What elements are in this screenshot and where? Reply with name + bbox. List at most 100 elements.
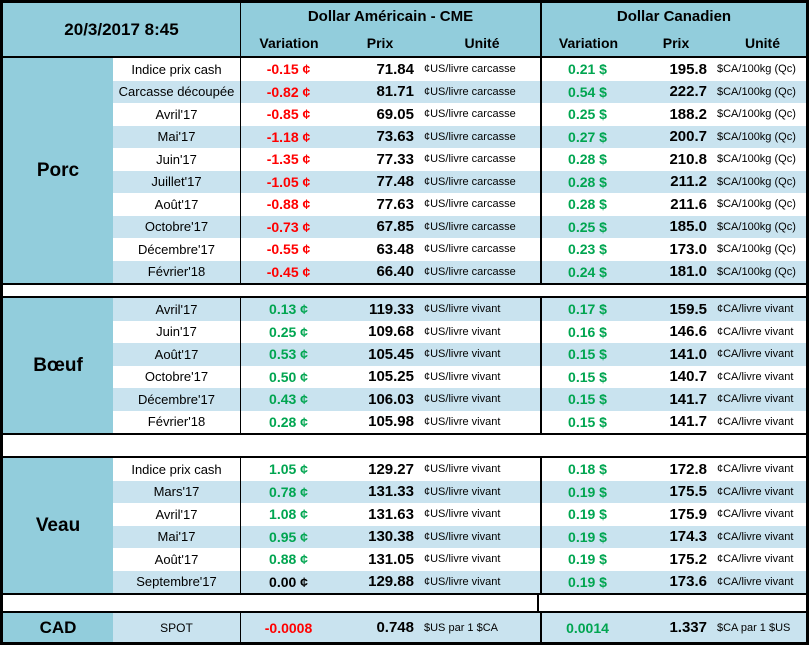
us-prix: 105.45 xyxy=(368,345,414,363)
row-label: Avril'17 xyxy=(155,506,198,522)
table-row: Octobre'17 0.50 ¢ 105.25 ¢US/livre vivant 0.… xyxy=(113,365,806,388)
ca-variation: 0.15 $ xyxy=(540,343,633,366)
section-veau: Veau Indice prix cash 1.05 ¢ 129.27 ¢US/liv… xyxy=(3,458,806,593)
ca-unit: ¢CA/livre vivant xyxy=(717,370,794,383)
us-prix: 73.63 xyxy=(376,128,414,146)
us-prix: 106.03 xyxy=(368,390,414,408)
us-unit: ¢US/livre vivant xyxy=(424,415,501,428)
row-label: Mai'17 xyxy=(157,129,196,145)
ca-unit: $CA/100kg (Qc) xyxy=(717,243,796,256)
row-label: Juin'17 xyxy=(156,324,197,340)
cad-us-variation: -0.0008 xyxy=(240,613,336,642)
ca-prix: 172.8 xyxy=(669,460,707,478)
us-prix: 67.85 xyxy=(376,218,414,236)
row-label: Février'18 xyxy=(147,414,206,430)
us-unit: ¢US/livre vivant xyxy=(424,553,501,566)
table-row: Février'18 0.28 ¢ 105.98 ¢US/livre vivant 0.… xyxy=(113,410,806,433)
ca-prix: 175.9 xyxy=(669,505,707,523)
us-prix: 131.05 xyxy=(368,550,414,568)
row-label: Septembre'17 xyxy=(136,574,217,590)
us-unit: ¢US/livre carcasse xyxy=(424,220,516,233)
ca-unit: ¢CA/livre vivant xyxy=(717,348,794,361)
ca-unit: $CA/100kg (Qc) xyxy=(717,108,796,121)
us-unit: ¢US/livre vivant xyxy=(424,370,501,383)
us-prix: 81.71 xyxy=(376,83,414,101)
us-variation: 0.78 ¢ xyxy=(240,480,336,503)
ca-unit: ¢CA/livre vivant xyxy=(717,415,794,428)
table-row: Juillet'17 -1.05 ¢ 77.48 ¢US/livre carcasse… xyxy=(113,170,806,193)
section-label-veau: Veau xyxy=(3,458,113,593)
ca-prix: 211.6 xyxy=(670,195,707,213)
ca-variation: 0.19 $ xyxy=(540,548,633,571)
spacer-row xyxy=(3,433,806,458)
ca-variation: 0.24 $ xyxy=(540,260,633,283)
us-variation: 0.88 ¢ xyxy=(240,548,336,571)
us-variation: 0.25 ¢ xyxy=(240,320,336,343)
ca-prix: 159.5 xyxy=(669,300,707,318)
us-prix: 131.63 xyxy=(368,505,414,523)
ca-prix: 173.6 xyxy=(669,573,707,591)
header-group-ca-dollar: Dollar Canadien Variation Prix Unité xyxy=(540,3,806,56)
us-variation: -0.73 ¢ xyxy=(240,215,336,238)
ca-prix: 211.2 xyxy=(670,173,707,191)
us-unit: ¢US/livre vivant xyxy=(424,325,501,338)
us-unit: ¢US/livre vivant xyxy=(424,303,501,316)
ca-unit: ¢CA/livre vivant xyxy=(717,530,794,543)
ca-unit: $CA/100kg (Qc) xyxy=(717,153,796,166)
row-label: Avril'17 xyxy=(155,301,198,317)
cad-row-label: SPOT xyxy=(160,620,193,635)
us-variation: 0.28 ¢ xyxy=(240,410,336,433)
section-rows-porc: Indice prix cash -0.15 ¢ 71.84 ¢US/livre ca… xyxy=(113,58,806,283)
section-boeuf: Bœuf Avril'17 0.13 ¢ 119.33 ¢US/livre vivan… xyxy=(3,298,806,433)
ca-prix: 141.7 xyxy=(669,390,707,408)
ca-variation: 0.17 $ xyxy=(540,298,633,321)
section-label-porc: Porc xyxy=(3,58,113,283)
ca-unit: ¢CA/livre vivant xyxy=(717,553,794,566)
us-prix: 131.33 xyxy=(368,483,414,501)
ca-prix: 175.5 xyxy=(669,483,707,501)
ca-prix: 188.2 xyxy=(669,105,707,123)
section-porc: Porc Indice prix cash -0.15 ¢ 71.84 ¢US/liv… xyxy=(3,58,806,283)
row-label: Juillet'17 xyxy=(151,174,202,190)
row-label: Octobre'17 xyxy=(144,369,209,385)
ca-prix: 185.0 xyxy=(669,218,707,236)
row-label: Avril'17 xyxy=(155,106,198,122)
table-header: 20/3/2017 8:45 Dollar Américain - CME Va… xyxy=(3,3,806,58)
cad-us-prix: 0.748 xyxy=(376,619,414,636)
ca-prix: 174.3 xyxy=(669,528,707,546)
cad-ca-variation: 0.0014 xyxy=(540,613,633,642)
ca-unit: $CA/100kg (Qc) xyxy=(717,198,796,211)
ca-variation: 0.15 $ xyxy=(540,365,633,388)
ca-variation: 0.28 $ xyxy=(540,170,633,193)
us-unit: ¢US/livre carcasse xyxy=(424,108,516,121)
ca-unit: ¢CA/livre vivant xyxy=(717,303,794,316)
us-unit: ¢US/livre carcasse xyxy=(424,130,516,143)
us-prix: 77.33 xyxy=(376,150,414,168)
us-variation: 0.50 ¢ xyxy=(240,365,336,388)
us-variation: 0.95 ¢ xyxy=(240,525,336,548)
ca-prix: 210.8 xyxy=(669,150,707,168)
us-unit: ¢US/livre vivant xyxy=(424,575,501,588)
table-row: Février'18 -0.45 ¢ 66.40 ¢US/livre carcasse… xyxy=(113,260,806,283)
us-variation: -0.45 ¢ xyxy=(240,260,336,283)
table-row: Août'17 -0.88 ¢ 77.63 ¢US/livre carcasse 0.2… xyxy=(113,193,806,216)
row-label: Carcasse découpée xyxy=(118,84,235,100)
ca-unit: ¢CA/livre vivant xyxy=(717,463,794,476)
table-row: Avril'17 -0.85 ¢ 69.05 ¢US/livre carcasse 0.… xyxy=(113,103,806,126)
ca-prix: 195.8 xyxy=(669,60,707,78)
table-row: Mars'17 0.78 ¢ 131.33 ¢US/livre vivant 0.19 … xyxy=(113,480,806,503)
table-row: Mai'17 0.95 ¢ 130.38 ¢US/livre vivant 0.19 $… xyxy=(113,525,806,548)
row-label: Décembre'17 xyxy=(138,391,215,407)
ca-variation: 0.54 $ xyxy=(540,80,633,103)
us-variation: -1.18 ¢ xyxy=(240,125,336,148)
header-group-us-dollar: Dollar Américain - CME Variation Prix Un… xyxy=(240,3,540,56)
us-unit: ¢US/livre carcasse xyxy=(424,63,516,76)
ca-prix: 200.7 xyxy=(669,128,707,146)
ca-variation: 0.28 $ xyxy=(540,193,633,216)
table-row: Août'17 0.88 ¢ 131.05 ¢US/livre vivant 0.19 … xyxy=(113,548,806,571)
row-label: Mars'17 xyxy=(153,484,200,500)
ca-col-variation: Variation xyxy=(558,34,619,51)
ca-variation: 0.28 $ xyxy=(540,148,633,171)
us-col-variation: Variation xyxy=(259,34,319,51)
us-unit: ¢US/livre vivant xyxy=(424,530,501,543)
